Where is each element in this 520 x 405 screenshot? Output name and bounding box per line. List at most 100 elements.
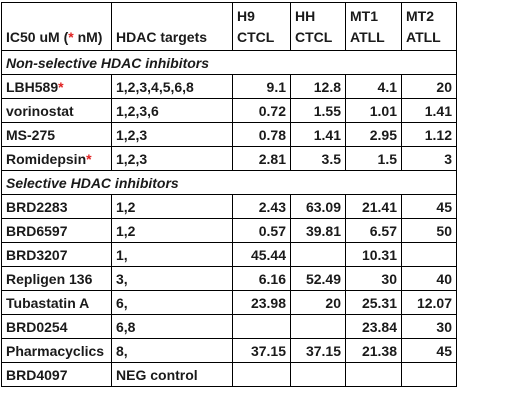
hdac-targets: 1,2,3 (111, 146, 233, 171)
table-row: BRD2283 1,2 2.43 63.09 21.41 45 (1, 194, 457, 219)
table-row: BRD3207 1, 45.44 10.31 (1, 242, 457, 267)
compound-name: BRD4097 (6, 366, 68, 383)
table-row: BRD4097 NEG control (1, 362, 457, 387)
value-mt2: 30 (401, 314, 457, 339)
value-mt2: 1.12 (401, 122, 457, 147)
value-h9: 23.98 (232, 290, 291, 315)
table-row: MS-275 1,2,3 0.78 1.41 2.95 1.12 (1, 122, 457, 147)
value-h9: 0.78 (232, 122, 291, 147)
hdac-targets: 6,8 (111, 314, 233, 339)
compound-name: Romidepsin (6, 150, 87, 167)
header-ic50: IC50 uM (* nM) (1, 2, 112, 51)
hdac-targets: 3, (111, 266, 233, 291)
hdac-targets: 6, (111, 290, 233, 315)
row-star: * (86, 150, 92, 167)
value-h9: 9.1 (232, 74, 291, 99)
compound-name: BRD3207 (6, 246, 68, 263)
compound-name: Tubastatin A (6, 294, 90, 311)
value-mt1: 23.84 (345, 314, 402, 339)
value-mt1: 21.41 (345, 194, 402, 219)
value-mt1: 6.57 (345, 218, 402, 243)
hdac-targets: 1,2 (111, 218, 233, 243)
value-mt2: 12.07 (401, 290, 457, 315)
hdac-targets: 1, (111, 242, 233, 267)
value-mt1: 1.5 (345, 146, 402, 171)
header-star: * (68, 29, 74, 45)
compound-name: Pharmacyclics (6, 342, 105, 359)
value-mt2: 40 (401, 266, 457, 291)
section-title-selective: Selective HDAC inhibitors (1, 170, 457, 195)
value-hh: 1.55 (290, 98, 346, 123)
value-mt2: 1.41 (401, 98, 457, 123)
value-hh (290, 362, 346, 387)
section-row-selective: Selective HDAC inhibitors (1, 170, 457, 195)
ic50-table: IC50 uM (* nM) HDAC targets H9 CTCL HH CTC… (1, 2, 457, 387)
row-star: * (58, 78, 64, 95)
value-h9: 45.44 (232, 242, 291, 267)
compound-name: LBH589 (6, 78, 59, 95)
header-mt1: MT1 ATLL (345, 2, 402, 51)
value-mt1 (345, 362, 402, 387)
value-mt2: 50 (401, 218, 457, 243)
value-h9: 2.43 (232, 194, 291, 219)
value-mt2 (401, 362, 457, 387)
header-hh: HH CTCL (290, 2, 346, 51)
hdac-targets: 8, (111, 338, 233, 363)
value-mt2: 45 (401, 338, 457, 363)
table-row: BRD6597 1,2 0.57 39.81 6.57 50 (1, 218, 457, 243)
value-mt1: 25.31 (345, 290, 402, 315)
value-hh: 52.49 (290, 266, 346, 291)
table-row: LBH589* 1,2,3,4,5,6,8 9.1 12.8 4.1 20 (1, 74, 457, 99)
table-row: vorinostat 1,2,3,6 0.72 1.55 1.01 1.41 (1, 98, 457, 123)
table-row: BRD0254 6,8 23.84 30 (1, 314, 457, 339)
value-hh (290, 242, 346, 267)
value-hh: 37.15 (290, 338, 346, 363)
compound-name: Repligen 136 (6, 270, 93, 287)
compound-name: BRD0254 (6, 318, 68, 335)
value-h9: 37.15 (232, 338, 291, 363)
value-h9: 2.81 (232, 146, 291, 171)
hdac-targets: NEG control (111, 362, 233, 387)
value-hh: 63.09 (290, 194, 346, 219)
value-h9: 6.16 (232, 266, 291, 291)
value-mt1: 2.95 (345, 122, 402, 147)
header-row: IC50 uM (* nM) HDAC targets H9 CTCL HH CTC… (1, 2, 457, 51)
compound-name: MS-275 (6, 126, 56, 143)
value-h9 (232, 362, 291, 387)
value-mt1: 4.1 (345, 74, 402, 99)
table-row: Tubastatin A 6, 23.98 20 25.31 12.07 (1, 290, 457, 315)
ic50-table-container: IC50 uM (* nM) HDAC targets H9 CTCL HH CTC… (1, 2, 457, 387)
value-mt1: 1.01 (345, 98, 402, 123)
compound-name: BRD2283 (6, 198, 68, 215)
table-row: Romidepsin* 1,2,3 2.81 3.5 1.5 3 (1, 146, 457, 171)
section-title-nonselective: Non-selective HDAC inhibitors (1, 50, 457, 75)
value-h9: 0.57 (232, 218, 291, 243)
hdac-targets: 1,2 (111, 194, 233, 219)
value-h9: 0.72 (232, 98, 291, 123)
compound-name: vorinostat (6, 102, 74, 119)
header-mt2: MT2 ATLL (401, 2, 457, 51)
table-row: Pharmacyclics 8, 37.15 37.15 21.38 45 (1, 338, 457, 363)
value-hh (290, 314, 346, 339)
header-h9: H9 CTCL (232, 2, 291, 51)
value-h9 (232, 314, 291, 339)
hdac-targets: 1,2,3 (111, 122, 233, 147)
value-mt2: 3 (401, 146, 457, 171)
hdac-targets: 1,2,3,6 (111, 98, 233, 123)
value-hh: 20 (290, 290, 346, 315)
value-mt2: 45 (401, 194, 457, 219)
table-row: Repligen 136 3, 6.16 52.49 30 40 (1, 266, 457, 291)
value-mt1: 30 (345, 266, 402, 291)
value-mt2 (401, 242, 457, 267)
hdac-targets: 1,2,3,4,5,6,8 (111, 74, 233, 99)
value-mt1: 10.31 (345, 242, 402, 267)
compound-name: BRD6597 (6, 222, 68, 239)
header-hdac-targets: HDAC targets (111, 2, 233, 51)
value-mt1: 21.38 (345, 338, 402, 363)
value-hh: 39.81 (290, 218, 346, 243)
value-hh: 3.5 (290, 146, 346, 171)
value-hh: 1.41 (290, 122, 346, 147)
value-mt2: 20 (401, 74, 457, 99)
section-row-nonselective: Non-selective HDAC inhibitors (1, 50, 457, 75)
value-hh: 12.8 (290, 74, 346, 99)
